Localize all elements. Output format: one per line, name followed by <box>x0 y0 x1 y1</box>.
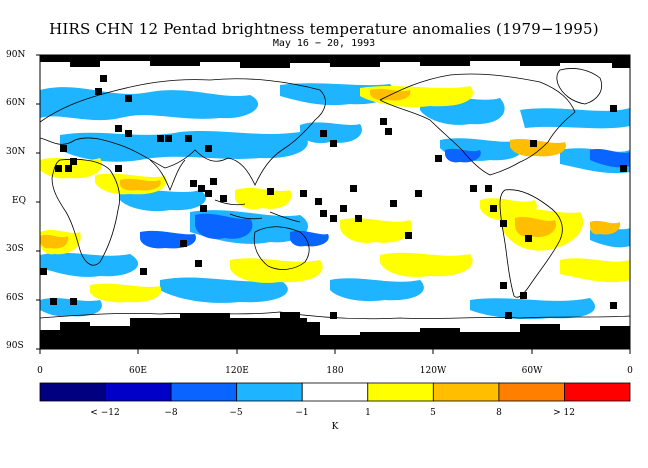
coastline-europe-asia <box>40 78 326 186</box>
lat-label-60n: 60N <box>6 98 26 108</box>
coastline-indonesia <box>214 199 301 223</box>
lon-ticks <box>39 349 631 354</box>
arctic-no-data <box>40 55 630 68</box>
map-title: HIRS CHN 12 Pentad brightness temperatur… <box>49 20 599 38</box>
lon-label-0-east: 0 <box>627 366 633 376</box>
map-subtitle: May 16 − 20, 1993 <box>272 38 376 49</box>
colorbar-label-minus5: −5 <box>229 408 243 418</box>
lat-label-60s: 60S <box>6 293 24 303</box>
colorbar <box>39 382 631 402</box>
colorbar-label-gt-12: > 12 <box>553 408 575 418</box>
lon-label-120e: 120E <box>225 366 249 376</box>
colorbar-label-minus1: −1 <box>295 408 309 418</box>
coastline-india <box>149 159 186 192</box>
anomaly-orange <box>40 88 621 249</box>
lat-label-30s: 30S <box>6 244 24 254</box>
lat-label-30n: 30N <box>6 147 26 157</box>
anomaly-field <box>40 55 630 349</box>
antarctic-no-data <box>40 312 630 349</box>
colorbar-swatch-4 <box>301 382 369 402</box>
colorbar-swatch-0 <box>39 382 106 402</box>
lon-label-120w: 120W <box>419 366 447 376</box>
coastline-antarctica <box>40 311 630 320</box>
colorbar-units: K <box>331 422 339 432</box>
coastline-africa <box>51 158 120 266</box>
lat-label-eq: EQ <box>12 196 26 206</box>
colorbar-label-8: 8 <box>496 408 502 418</box>
colorbar-swatch-7 <box>498 382 565 402</box>
colorbar-swatch-8 <box>564 382 631 402</box>
colorbar-label-minus8: −8 <box>164 408 178 418</box>
coastline-australia <box>253 226 310 270</box>
lon-label-60e: 60E <box>128 366 148 376</box>
coastline-north-america <box>379 73 576 176</box>
anomaly-blue <box>140 148 630 249</box>
no-data-cells <box>40 75 627 325</box>
lon-label-60w: 60W <box>521 366 543 376</box>
lat-label-90n: 90N <box>6 50 26 60</box>
coastline-south-america <box>499 189 563 298</box>
colorbar-swatch-5 <box>367 382 434 402</box>
colorbar-label-5: 5 <box>430 408 436 418</box>
colorbar-label-lt-minus12: < −12 <box>90 408 120 418</box>
coastlines <box>40 68 630 320</box>
colorbar-label-1: 1 <box>365 408 371 418</box>
colorbar-swatch-6 <box>432 382 500 402</box>
lat-ticks <box>36 54 40 350</box>
coastline-greenland <box>556 68 602 105</box>
lat-label-90s: 90S <box>6 341 24 351</box>
colorbar-swatch-2 <box>170 382 238 402</box>
lon-label-0-west: 0 <box>37 366 43 376</box>
colorbar-swatch-3 <box>236 382 303 402</box>
colorbar-swatch-1 <box>105 382 172 402</box>
lon-label-180: 180 <box>326 366 344 376</box>
